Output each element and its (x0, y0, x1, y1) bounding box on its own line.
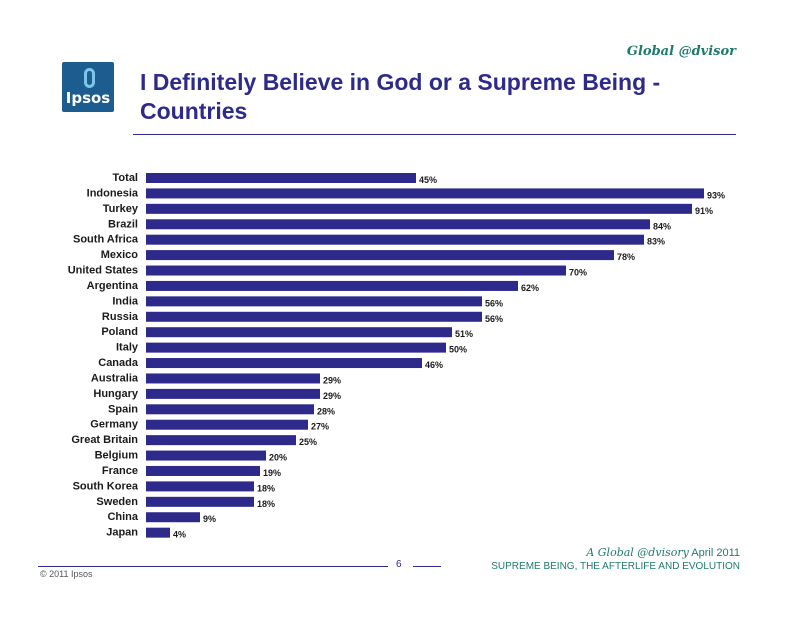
bar (146, 250, 614, 261)
footer-brand: Global @dvisory (597, 546, 689, 559)
bar (146, 280, 518, 291)
bar (146, 450, 266, 461)
value-label: 18% (257, 483, 275, 493)
bar (146, 188, 704, 199)
value-label: 28% (317, 406, 335, 416)
value-label: 50% (449, 345, 467, 355)
bar (146, 265, 566, 276)
category-label: Indonesia (87, 187, 139, 199)
footer-divider-left (38, 566, 388, 567)
footer-prefix: A (586, 546, 598, 559)
bar (146, 388, 320, 399)
value-label: 93% (707, 190, 725, 200)
bar (146, 435, 296, 446)
value-label: 91% (695, 206, 713, 216)
bar (146, 404, 314, 415)
value-label: 46% (425, 360, 443, 370)
bar (146, 342, 446, 353)
category-label: South Korea (73, 480, 139, 492)
category-label: Brazil (108, 218, 138, 230)
category-label: Germany (90, 419, 139, 431)
value-label: 84% (653, 221, 671, 231)
bar (146, 219, 650, 230)
category-label: Mexico (101, 249, 139, 261)
logo-text: Ipsos (65, 89, 111, 107)
chart-title: I Definitely Believe in God or a Supreme… (140, 69, 661, 124)
category-label: Hungary (93, 388, 139, 400)
value-label: 70% (569, 268, 587, 278)
value-label: 51% (455, 329, 473, 339)
bar (146, 311, 482, 322)
value-label: 19% (263, 468, 281, 478)
value-label: 29% (323, 391, 341, 401)
category-label: Spain (108, 403, 138, 415)
bar (146, 358, 422, 369)
category-label: Poland (101, 326, 138, 338)
category-label: Italy (116, 342, 139, 354)
bar (146, 527, 170, 538)
bar (146, 234, 644, 245)
value-label: 20% (269, 453, 287, 463)
value-label: 56% (485, 314, 503, 324)
category-label: Turkey (103, 203, 139, 215)
bar (146, 419, 308, 430)
footer-source: A Global @dvisory April 2011 (586, 546, 740, 559)
bar (146, 512, 200, 523)
brand-label: Global @dvisor (626, 44, 736, 59)
category-label: South Africa (73, 234, 139, 246)
bar (146, 481, 254, 492)
footer-date: April 2011 (688, 547, 740, 559)
category-label: Japan (106, 527, 138, 539)
category-label: Total (113, 172, 138, 184)
category-label: United States (68, 265, 138, 277)
category-label: Great Britain (71, 434, 138, 446)
value-label: 29% (323, 375, 341, 385)
bar (146, 327, 452, 338)
value-label: 25% (299, 437, 317, 447)
value-label: 4% (173, 530, 186, 540)
value-label: 45% (419, 175, 437, 185)
bar (146, 296, 482, 307)
bar (146, 173, 416, 183)
category-label: Canada (98, 357, 139, 369)
value-label: 9% (203, 514, 216, 524)
bar (146, 373, 320, 384)
bar (146, 496, 254, 507)
footer-subtitle: SUPREME BEING, THE AFTERLIFE AND EVOLUTI… (491, 561, 740, 572)
logo-mark-icon (84, 68, 95, 88)
category-label: France (102, 465, 138, 477)
bar (146, 465, 260, 476)
category-label: Australia (91, 372, 139, 384)
ipsos-logo: Ipsos (62, 62, 114, 112)
category-label: Belgium (95, 450, 139, 462)
value-label: 62% (521, 283, 539, 293)
footer-divider-right (413, 566, 441, 567)
category-label: India (112, 295, 139, 307)
value-label: 78% (617, 252, 635, 262)
page-number: 6 (396, 559, 402, 570)
category-label: Russia (102, 311, 139, 323)
copyright: © 2011 Ipsos (40, 569, 93, 579)
category-label: China (107, 511, 138, 523)
category-label: Sweden (96, 496, 138, 508)
value-label: 27% (311, 422, 329, 432)
value-label: 18% (257, 499, 275, 509)
value-label: 83% (647, 237, 665, 247)
title-divider (133, 134, 736, 135)
value-label: 56% (485, 298, 503, 308)
category-label: Argentina (87, 280, 139, 292)
bar (146, 203, 692, 214)
